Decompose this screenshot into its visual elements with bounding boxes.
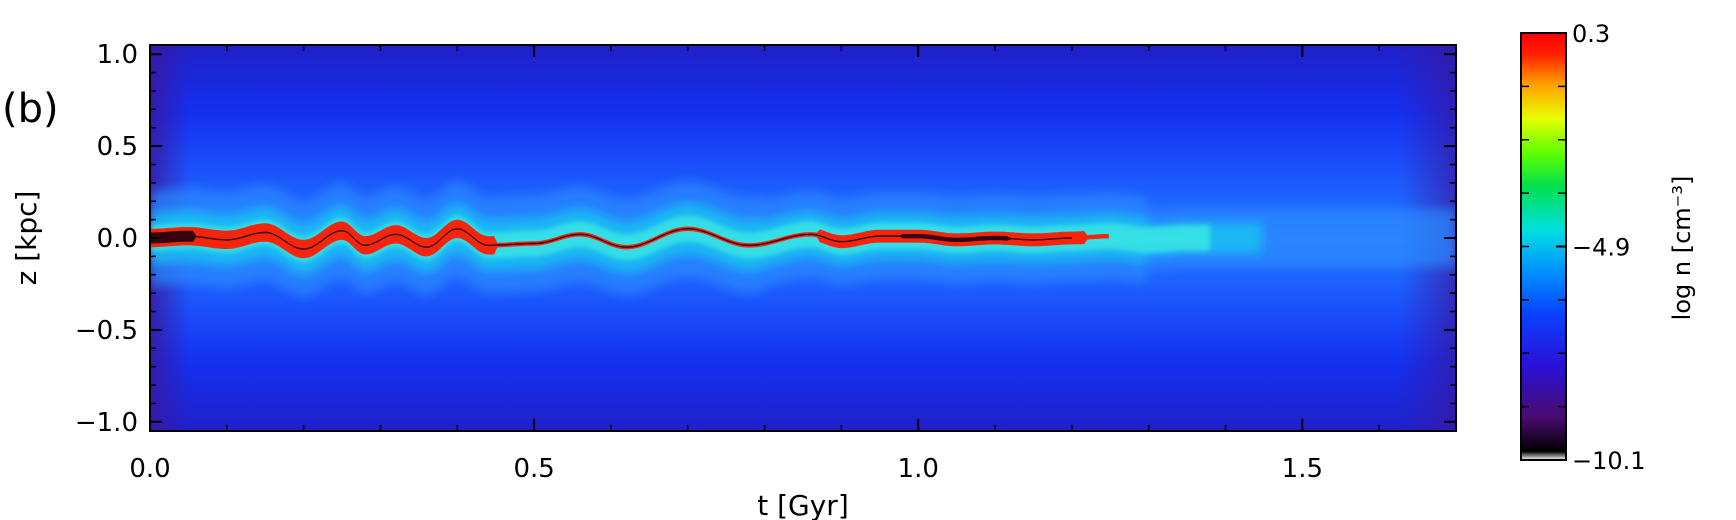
colorbar-tick-label: 0.3	[1572, 20, 1610, 48]
colorbar-ticks: 0.3 −4.9 −10.1	[1521, 20, 1646, 475]
x-tick-label: 0.5	[513, 454, 554, 484]
panel-label: (b)	[2, 86, 59, 132]
x-tick-label: 0.0	[129, 454, 170, 484]
y-tick-label: 0.0	[97, 224, 138, 254]
colorbar: 0.3 −4.9 −10.1 log n [cm⁻³]	[1520, 20, 1696, 475]
x-axis-label: t [Gyr]	[757, 489, 849, 520]
colorbar-tick-label: −4.9	[1572, 234, 1630, 262]
axes: 0.0 0.5 1.0 1.5 1.0 0.5 0.0 −0.5 −1.0	[75, 40, 1456, 484]
y-axis-label: z [kpc]	[10, 191, 43, 286]
y-tick-label: −0.5	[75, 316, 138, 346]
y-tick-label: 0.5	[97, 132, 138, 162]
dense-layer	[150, 181, 1456, 297]
x-tick-label: 1.0	[898, 454, 939, 484]
colorbar-tick-label: −10.1	[1572, 447, 1646, 475]
y-tick-label: −1.0	[75, 408, 138, 438]
layer-band-red	[150, 219, 1109, 259]
heatmap	[150, 45, 1456, 431]
y-tick-label: 1.0	[97, 40, 138, 70]
x-tick-label: 1.5	[1282, 454, 1323, 484]
colorbar-label: log n [cm⁻³]	[1668, 176, 1696, 321]
